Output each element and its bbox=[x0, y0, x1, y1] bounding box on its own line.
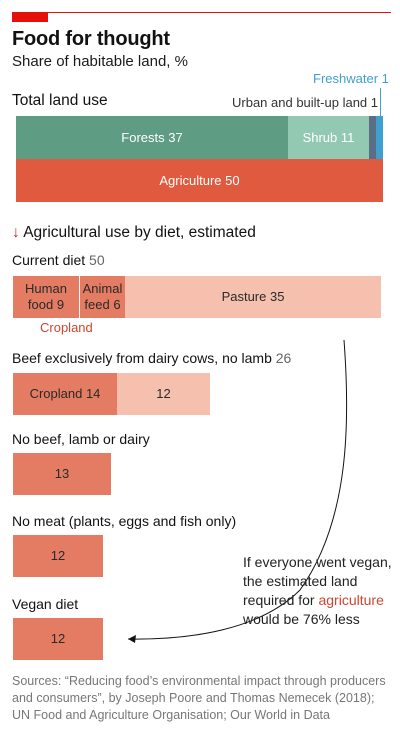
shrub-value: 11 bbox=[340, 129, 355, 145]
dairy-cropland-bar: Cropland 14 bbox=[13, 373, 117, 415]
diet-heading: ↓ Agricultural use by diet, estimated bbox=[12, 224, 256, 242]
vegan-diet-label: Vegan diet bbox=[12, 596, 79, 612]
forests-bar: Forests 37 bbox=[16, 116, 288, 159]
human-food-bar: Human food 9 bbox=[13, 276, 79, 318]
urban-value: 1 bbox=[370, 95, 379, 110]
shrub-bar: Shrub 11 bbox=[288, 116, 369, 159]
pasture-bar: Pasture 35 bbox=[125, 276, 381, 318]
vegan-bar: 12 bbox=[13, 618, 103, 660]
nomeat-diet-label: No meat (plants, eggs and fish only) bbox=[12, 513, 237, 529]
current-diet-label: Current diet 50 bbox=[12, 252, 105, 268]
shrub-label: Shrub bbox=[302, 129, 338, 145]
freshwater-value: 1 bbox=[381, 71, 389, 86]
note-pre: If everyone went vegan, the estimated la… bbox=[243, 554, 392, 608]
note-highlight: agriculture bbox=[318, 592, 384, 608]
total-heading: Total land use bbox=[12, 92, 108, 109]
dairy-diet-value: 26 bbox=[275, 350, 292, 366]
urban-label: Urban and built-up land bbox=[232, 95, 368, 110]
agriculture-value: 50 bbox=[225, 172, 240, 188]
freshwater-bar bbox=[376, 116, 383, 159]
freshwater-leader bbox=[380, 88, 381, 116]
vegan-note: If everyone went vegan, the estimated la… bbox=[243, 553, 393, 629]
nobeef-diet-label: No beef, lamb or dairy bbox=[12, 431, 150, 447]
agriculture-bar: Agriculture 50 bbox=[16, 159, 383, 202]
source-note: Sources: “Reducing food’s environmental … bbox=[12, 674, 386, 722]
dairy-pasture-bar: 12 bbox=[117, 373, 210, 415]
chart-subtitle: Share of habitable land, % bbox=[12, 53, 188, 70]
current-diet-value: 50 bbox=[89, 252, 105, 268]
cropland-label: Cropland bbox=[40, 320, 93, 335]
agriculture-label: Agriculture bbox=[159, 172, 222, 188]
accent-tag bbox=[12, 12, 48, 22]
nomeat-bar: 12 bbox=[13, 535, 103, 577]
freshwater-label: Freshwater bbox=[313, 71, 379, 86]
forests-label: Forests bbox=[121, 129, 165, 145]
forests-value: 37 bbox=[168, 129, 183, 145]
animal-feed-bar: Animal feed 6 bbox=[79, 276, 125, 318]
urban-bar bbox=[369, 116, 376, 159]
nobeef-bar: 13 bbox=[13, 453, 111, 495]
top-rule bbox=[12, 12, 391, 13]
arrow-down-icon: ↓ bbox=[12, 224, 20, 241]
dairy-diet-label: Beef exclusively from dairy cows, no lam… bbox=[12, 350, 292, 366]
urban-annotation: Urban and built-up land 1 bbox=[232, 95, 378, 110]
diet-heading-text: Agricultural use by diet, estimated bbox=[23, 224, 256, 241]
note-post: would be 76% less bbox=[243, 611, 360, 627]
freshwater-annotation: Freshwater 1 bbox=[313, 71, 389, 86]
chart-title: Food for thought bbox=[12, 28, 170, 50]
